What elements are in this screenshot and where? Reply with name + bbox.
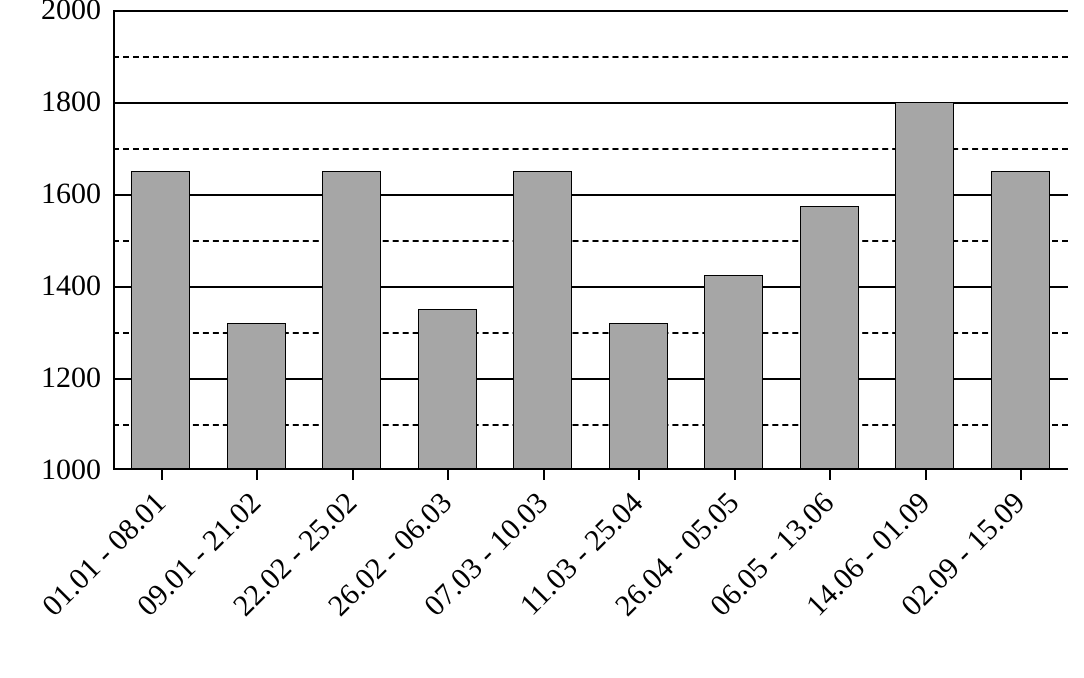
x-tick: [734, 470, 736, 480]
bar: [131, 171, 190, 470]
y-tick-label: 1000: [0, 453, 101, 487]
bar: [418, 309, 477, 470]
bar: [513, 171, 572, 470]
x-tick: [543, 470, 545, 480]
x-tick: [829, 470, 831, 480]
bar: [227, 323, 286, 470]
x-tick: [1020, 470, 1022, 480]
bar: [609, 323, 668, 470]
x-tick: [161, 470, 163, 480]
y-tick-label: 1800: [0, 85, 101, 119]
y-tick-label: 1600: [0, 177, 101, 211]
bar: [322, 171, 381, 470]
y-tick-label: 2000: [0, 0, 101, 27]
y-tick-label: 1400: [0, 269, 101, 303]
bar: [704, 275, 763, 471]
bar: [800, 206, 859, 471]
plot-area: [113, 10, 1068, 470]
x-tick: [638, 470, 640, 480]
y-axis-line: [113, 10, 115, 470]
bar-chart: 100012001400160018002000 01.01 - 08.0109…: [0, 0, 1084, 678]
bar: [895, 102, 954, 470]
x-tick: [925, 470, 927, 480]
x-tick: [352, 470, 354, 480]
bar: [991, 171, 1050, 470]
y-tick-label: 1200: [0, 361, 101, 395]
gridline-minor: [113, 56, 1068, 58]
x-tick: [256, 470, 258, 480]
x-tick: [447, 470, 449, 480]
gridline-major: [113, 10, 1068, 12]
